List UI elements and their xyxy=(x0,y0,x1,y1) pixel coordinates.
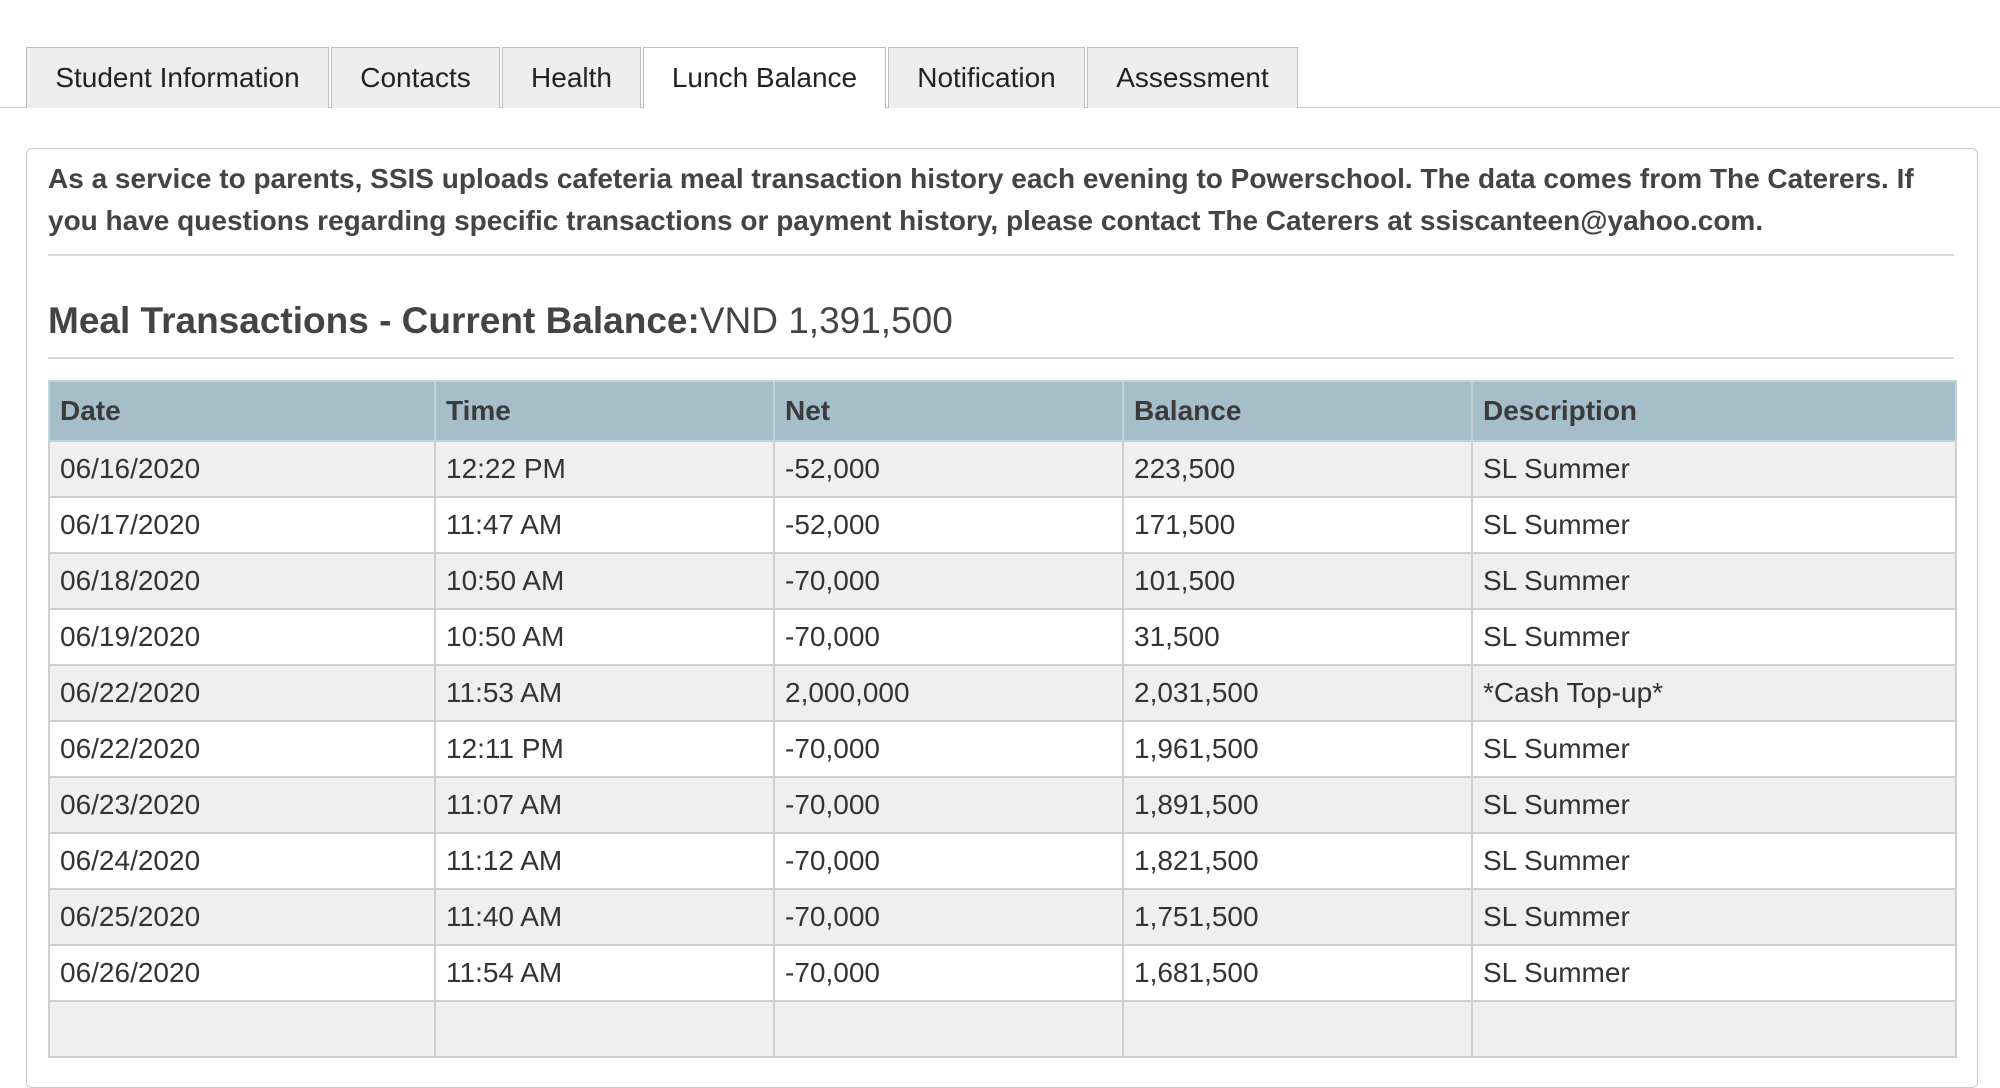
balance-heading: Meal Transactions - Current Balance:VND … xyxy=(48,296,953,346)
tab-bar: Student Information Contacts Health Lunc… xyxy=(0,0,2000,109)
cell-date: 06/18/2020 xyxy=(48,552,436,610)
cell-date: 06/25/2020 xyxy=(48,888,436,946)
current-balance-value: VND 1,391,500 xyxy=(699,300,953,341)
cell-net: -70,000 xyxy=(773,832,1124,890)
cell-balance: 1,751,500 xyxy=(1122,888,1473,946)
service-notice: As a service to parents, SSIS uploads ca… xyxy=(48,163,1914,236)
table-row: 06/26/2020 11:54 AM -70,000 1,681,500 SL… xyxy=(48,944,1957,1002)
cell-net: -70,000 xyxy=(773,552,1124,610)
cell-net: -52,000 xyxy=(773,496,1124,554)
cell-description: SL Summer xyxy=(1471,832,1957,890)
tab-health[interactable]: Health xyxy=(502,47,641,108)
cell-description xyxy=(1471,1000,1957,1058)
cell-description: SL Summer xyxy=(1471,440,1957,498)
table-row: 06/18/2020 10:50 AM -70,000 101,500 SL S… xyxy=(48,552,1957,610)
table-header-row: Date Time Net Balance Description xyxy=(48,380,1957,442)
cell-date xyxy=(48,1000,436,1058)
cell-description: SL Summer xyxy=(1471,608,1957,666)
cell-time: 11:53 AM xyxy=(434,664,775,722)
cell-time: 12:22 PM xyxy=(434,440,775,498)
column-header-date[interactable]: Date xyxy=(48,380,436,442)
meal-transactions-table: Date Time Net Balance Description 06/16/… xyxy=(48,380,1957,1058)
cell-description: SL Summer xyxy=(1471,944,1957,1002)
tab-notification[interactable]: Notification xyxy=(888,47,1085,108)
column-header-net[interactable]: Net xyxy=(773,380,1124,442)
cell-balance: 1,681,500 xyxy=(1122,944,1473,1002)
heading-divider xyxy=(48,357,1954,359)
cell-balance: 2,031,500 xyxy=(1122,664,1473,722)
column-header-time[interactable]: Time xyxy=(434,380,775,442)
cell-date: 06/26/2020 xyxy=(48,944,436,1002)
cell-net: -70,000 xyxy=(773,608,1124,666)
column-header-description[interactable]: Description xyxy=(1471,380,1957,442)
cell-balance: 1,891,500 xyxy=(1122,776,1473,834)
cell-time: 10:50 AM xyxy=(434,552,775,610)
tab-lunch-balance[interactable]: Lunch Balance xyxy=(643,47,886,109)
cell-description: SL Summer xyxy=(1471,720,1957,778)
cell-time: 11:54 AM xyxy=(434,944,775,1002)
cell-net: -70,000 xyxy=(773,720,1124,778)
cell-net: -70,000 xyxy=(773,944,1124,1002)
cell-balance: 1,821,500 xyxy=(1122,832,1473,890)
cell-balance: 223,500 xyxy=(1122,440,1473,498)
cell-description: SL Summer xyxy=(1471,888,1957,946)
cell-date: 06/23/2020 xyxy=(48,776,436,834)
cell-date: 06/24/2020 xyxy=(48,832,436,890)
table-row: 06/22/2020 11:53 AM 2,000,000 2,031,500 … xyxy=(48,664,1957,722)
cell-description: SL Summer xyxy=(1471,776,1957,834)
cell-net: -70,000 xyxy=(773,888,1124,946)
cell-balance: 1,961,500 xyxy=(1122,720,1473,778)
cell-date: 06/22/2020 xyxy=(48,664,436,722)
table-row: 06/25/2020 11:40 AM -70,000 1,751,500 SL… xyxy=(48,888,1957,946)
cell-balance: 31,500 xyxy=(1122,608,1473,666)
cell-date: 06/16/2020 xyxy=(48,440,436,498)
table-row: 06/24/2020 11:12 AM -70,000 1,821,500 SL… xyxy=(48,832,1957,890)
cell-description: *Cash Top-up* xyxy=(1471,664,1957,722)
cell-time: 12:11 PM xyxy=(434,720,775,778)
cell-time xyxy=(434,1000,775,1058)
table-row: 06/17/2020 11:47 AM -52,000 171,500 SL S… xyxy=(48,496,1957,554)
cell-time: 11:40 AM xyxy=(434,888,775,946)
cell-net: 2,000,000 xyxy=(773,664,1124,722)
cell-time: 11:12 AM xyxy=(434,832,775,890)
tab-assessment[interactable]: Assessment xyxy=(1087,47,1298,108)
cell-date: 06/22/2020 xyxy=(48,720,436,778)
cell-balance xyxy=(1122,1000,1473,1058)
cell-net: -52,000 xyxy=(773,440,1124,498)
table-row: 06/16/2020 12:22 PM -52,000 223,500 SL S… xyxy=(48,440,1957,498)
cell-date: 06/17/2020 xyxy=(48,496,436,554)
table-row: 06/22/2020 12:11 PM -70,000 1,961,500 SL… xyxy=(48,720,1957,778)
notice-divider xyxy=(48,254,1954,256)
cell-balance: 171,500 xyxy=(1122,496,1473,554)
tab-contacts[interactable]: Contacts xyxy=(331,47,500,108)
cell-time: 10:50 AM xyxy=(434,608,775,666)
cell-description: SL Summer xyxy=(1471,496,1957,554)
table-row: 06/23/2020 11:07 AM -70,000 1,891,500 SL… xyxy=(48,776,1957,834)
cell-balance: 101,500 xyxy=(1122,552,1473,610)
cell-time: 11:07 AM xyxy=(434,776,775,834)
table-row: 06/19/2020 10:50 AM -70,000 31,500 SL Su… xyxy=(48,608,1957,666)
cell-net: -70,000 xyxy=(773,776,1124,834)
column-header-balance[interactable]: Balance xyxy=(1122,380,1473,442)
tab-student-information[interactable]: Student Information xyxy=(26,47,329,108)
cell-date: 06/19/2020 xyxy=(48,608,436,666)
cell-time: 11:47 AM xyxy=(434,496,775,554)
cell-net xyxy=(773,1000,1124,1058)
balance-heading-label: Meal Transactions - Current Balance: xyxy=(48,300,700,341)
cell-description: SL Summer xyxy=(1471,552,1957,610)
table-row xyxy=(48,1000,1957,1058)
